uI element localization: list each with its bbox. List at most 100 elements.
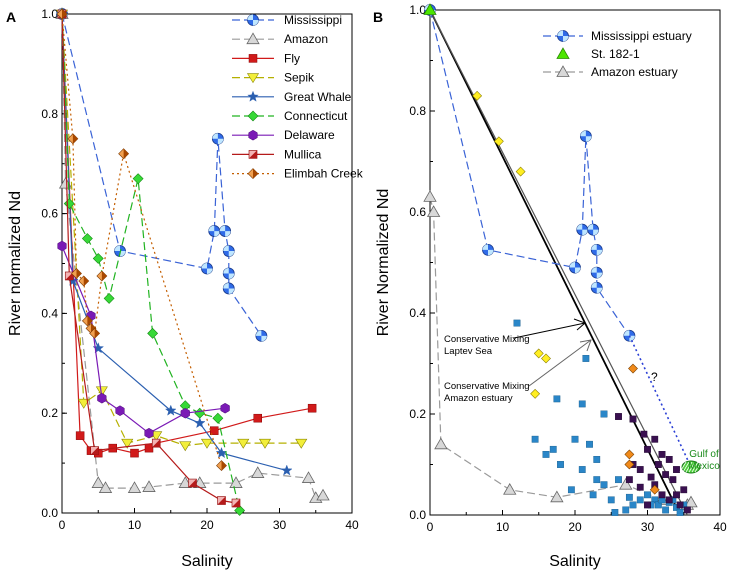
data-point-connecticut	[103, 293, 115, 304]
legend-label: Connecticut	[284, 109, 348, 123]
diamond-half	[72, 133, 78, 144]
square-shape	[676, 509, 684, 516]
triangle-down-shape	[200, 438, 214, 449]
data-point-mississippi-estuary	[579, 130, 592, 143]
square-shape	[253, 413, 262, 423]
triangle-shape	[316, 488, 330, 501]
square-shape	[636, 496, 644, 504]
data-point-amazon-estuary	[503, 482, 517, 495]
triangle-shape	[619, 477, 633, 490]
data-point-blue-square	[615, 476, 622, 484]
data-point-purple-square	[673, 491, 680, 499]
diamond-shape	[541, 353, 551, 364]
square-shape	[665, 496, 673, 504]
data-point-delaware	[57, 240, 67, 252]
square-shape	[662, 471, 670, 478]
y-axis-label: River normalized Nd	[7, 191, 24, 336]
data-point-yellow-diamond	[493, 136, 504, 147]
square-shape	[625, 476, 633, 484]
data-point-blue-square	[644, 491, 651, 499]
data-point-mississippi	[255, 329, 268, 342]
x-tick-label: 10	[128, 518, 142, 532]
triangle-shape	[423, 3, 437, 15]
globe-highlight	[223, 267, 229, 274]
mixing-line-laptev	[429, 9, 681, 516]
data-point-sepik	[237, 438, 250, 449]
mixing-line-amazon	[429, 9, 688, 516]
hexagon-shape	[115, 405, 125, 416]
square-shape	[647, 473, 655, 481]
triangle-down-shape	[121, 438, 134, 449]
data-point-delaware	[180, 407, 190, 419]
diamond-shape	[472, 90, 483, 101]
data-point-mullica	[151, 438, 161, 448]
triangle-down-shape	[237, 438, 250, 449]
diamond-shape	[515, 166, 526, 177]
data-point-great-whale	[164, 404, 177, 416]
triangle-shape	[229, 476, 243, 488]
globe-highlight	[575, 267, 581, 274]
globe-highlight	[214, 231, 220, 237]
triangle-shape	[503, 482, 517, 495]
data-point-elimbah-creek	[71, 268, 82, 279]
data-point-great-whale	[92, 342, 105, 354]
legend-marker	[247, 168, 259, 180]
legend-marker	[246, 32, 260, 45]
legend-label: Mullica	[284, 147, 322, 161]
y-tick-label: 0.4	[409, 306, 426, 320]
star-shape	[247, 90, 259, 102]
square-shape	[307, 403, 317, 413]
data-point-great-whale	[280, 464, 293, 476]
data-point-mullica	[188, 478, 197, 488]
data-point-st-182-1	[423, 3, 437, 15]
triangle-shape	[434, 437, 448, 450]
globe-highlight	[212, 133, 218, 139]
diamond-half	[253, 168, 258, 179]
data-point-purple-square	[640, 430, 648, 438]
series-line-delaware	[61, 245, 226, 434]
globe-highlight	[228, 251, 235, 257]
data-point-orange-diamond	[649, 484, 660, 495]
square-shape	[669, 476, 677, 484]
data-point-mullica	[231, 498, 241, 508]
data-point-purple-square	[680, 486, 688, 494]
data-point-mississippi	[219, 225, 232, 237]
data-point-elimbah-creek	[96, 270, 108, 282]
legend-label: Mississippi	[284, 13, 342, 27]
data-point-mississippi-estuary	[590, 266, 603, 279]
square-shape	[673, 466, 680, 473]
data-point-purple-square	[658, 451, 666, 458]
gulf-of-mexico-marker	[679, 460, 702, 474]
globe-highlight	[576, 224, 583, 230]
triangle-down-shape	[95, 386, 108, 397]
triangle-down-shape	[258, 438, 272, 449]
data-point-orange-diamond	[628, 363, 638, 374]
diamond-shape	[649, 484, 660, 495]
legend-marker	[246, 73, 260, 84]
data-point-amazon-estuary	[619, 477, 633, 490]
square-shape	[629, 501, 637, 509]
data-point-mississippi	[201, 262, 213, 275]
globe-highlight	[488, 249, 494, 256]
data-point-mississippi-estuary	[482, 243, 494, 256]
data-point-purple-square	[644, 501, 651, 509]
square-shape	[673, 491, 680, 499]
hexagon-shape	[248, 129, 258, 141]
diamond-half	[94, 328, 100, 339]
data-point-purple-square	[629, 415, 637, 423]
data-point-amazon-estuary	[426, 205, 441, 217]
data-point-purple-square	[662, 471, 670, 478]
diamond-shape	[493, 136, 504, 147]
data-point-amazon	[142, 480, 156, 492]
hexagon-shape	[180, 407, 190, 419]
y-tick-label: 1.0	[41, 7, 58, 21]
x-axis-label: Salinity	[181, 553, 233, 570]
square-shape	[625, 493, 633, 501]
legend-marker	[248, 150, 258, 159]
star-shape	[280, 464, 293, 476]
square-half	[249, 150, 257, 159]
data-point-blue-square	[607, 496, 615, 504]
data-point-elimbah-creek	[81, 315, 93, 327]
square-shape	[210, 426, 219, 435]
data-point-blue-square	[542, 451, 550, 458]
